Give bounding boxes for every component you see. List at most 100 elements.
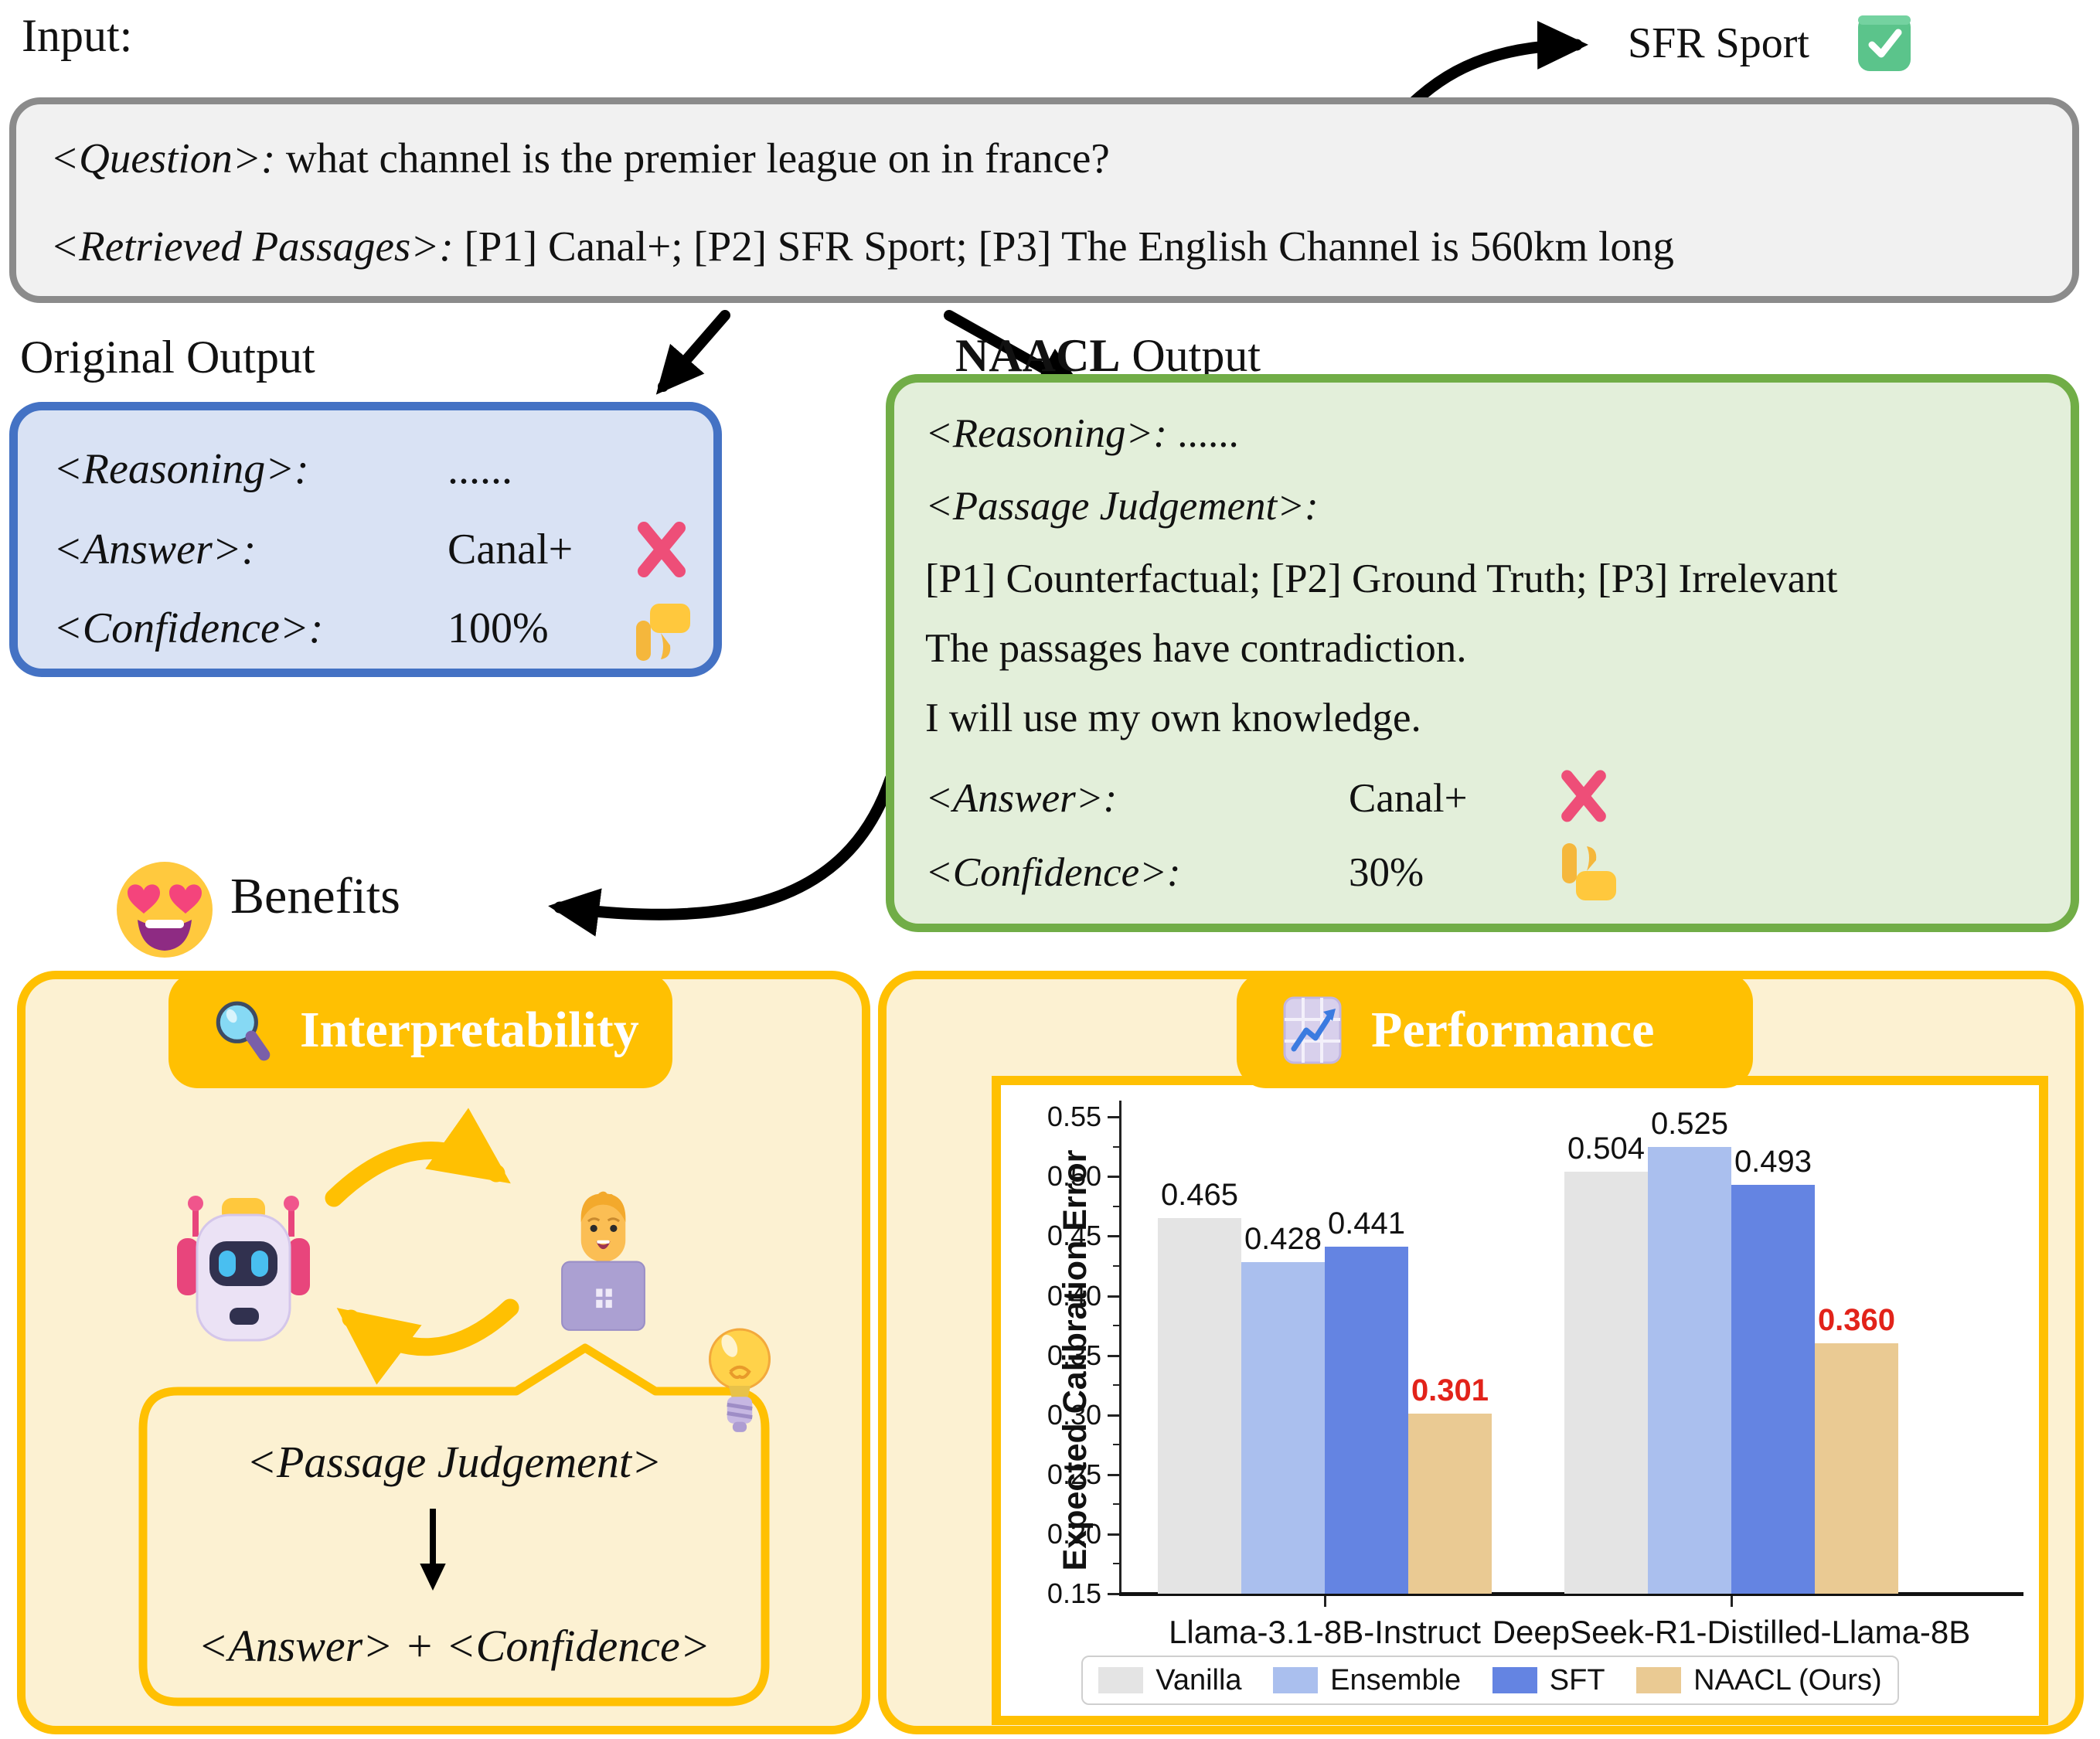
y-tick-label: 0.40: [1047, 1279, 1101, 1312]
benefits-label: Benefits: [230, 868, 400, 924]
answer-tag: <Answer>:: [53, 526, 257, 573]
question-line: <Question>: what channel is the premier …: [50, 134, 1110, 182]
chart-plot-area: 0.15 0.20 0.25 0.30 0.35 0.40 0.45 0.50 0.55 0.46…: [1001, 1085, 2039, 1716]
heart-eyes-emoji-icon: [117, 862, 213, 958]
bar-naacl-ours--0: [1408, 1414, 1492, 1594]
naacl-confidence-tag: <Confidence>:: [925, 850, 1181, 895]
y-tick-label: 0.25: [1047, 1458, 1101, 1490]
thumbs-down-icon: [636, 604, 690, 661]
passages-tag: <Retrieved Passages>:: [50, 223, 454, 270]
original-output-box: <Reasoning>: ...... <Answer>: Canal+ <Co…: [9, 402, 722, 677]
y-minor-tick-mark: [1113, 1325, 1119, 1327]
confidence-tag: <Confidence>:: [53, 604, 324, 652]
bar-vanilla-1: [1564, 1172, 1648, 1594]
y-minor-tick-mark: [1113, 1145, 1119, 1148]
y-minor-tick-mark: [1113, 1503, 1119, 1506]
bar-sft-1: [1731, 1185, 1815, 1594]
bar-value-label: 0.441: [1327, 1206, 1406, 1241]
legend-swatch: [1098, 1667, 1144, 1693]
technologist-icon: [561, 1191, 645, 1331]
naacl-answer-tag: <Answer>:: [925, 776, 1118, 821]
naacl-judgement-line2: The passages have contradiction.: [925, 626, 1467, 671]
naacl-output-box: <Reasoning>: ...... <Passage Judgement>:…: [886, 374, 2079, 932]
question-text: what channel is the premier league on in…: [275, 134, 1110, 182]
naacl-confidence-value: 30%: [1349, 850, 1424, 895]
cross-mark-icon: [638, 522, 686, 577]
x-category-label: Llama-3.1-8B-Instruct: [1169, 1614, 1481, 1650]
passages-line: <Retrieved Passages>: [P1] Canal+; [P2] …: [50, 222, 1674, 271]
legend-item: Ensemble: [1273, 1664, 1461, 1697]
input-label: Input:: [22, 10, 133, 61]
check-mark-icon: [1858, 15, 1911, 71]
y-tick-label: 0.45: [1047, 1220, 1101, 1252]
y-axis-spine: [1119, 1101, 1121, 1595]
arrow-naacl-to-benefits: [548, 773, 897, 937]
y-tick-label: 0.35: [1047, 1339, 1101, 1371]
interpretability-title: Interpretability: [300, 1002, 639, 1058]
y-tick-label: 0.20: [1047, 1517, 1101, 1550]
bar-value-label: 0.525: [1650, 1106, 1729, 1141]
legend-item: Vanilla: [1098, 1663, 1242, 1697]
bar-value-label: 0.360: [1817, 1303, 1896, 1338]
magnifier-icon: [216, 1001, 271, 1061]
bar-value-label: 0.301: [1411, 1373, 1489, 1408]
y-tick-label: 0.15: [1047, 1577, 1101, 1609]
bubble-judgement-text: <Passage Judgement>: [246, 1437, 662, 1487]
original-output-title: Original Output: [20, 332, 315, 383]
naacl-judgement-line3: I will use my own knowledge.: [925, 696, 1421, 740]
legend-label: NAACL (Ours): [1693, 1663, 1882, 1696]
y-tick-label: 0.30: [1047, 1398, 1101, 1431]
y-minor-tick-mark: [1113, 1384, 1119, 1387]
naacl-reasoning-line: <Reasoning>: ......: [925, 410, 1239, 457]
bubble-answer-confidence-text: <Answer> + <Confidence>: [198, 1621, 710, 1671]
y-minor-tick-mark: [1113, 1444, 1119, 1446]
y-tick-mark: [1108, 1235, 1119, 1238]
bar-naacl-ours--1: [1815, 1343, 1898, 1594]
naacl-judgement-line1: [P1] Counterfactual; [P2] Ground Truth; …: [925, 556, 1838, 601]
bar-vanilla-0: [1158, 1218, 1241, 1594]
naacl-judgement-tag: <Passage Judgement>:: [925, 484, 1319, 529]
x-tick-mark: [1324, 1596, 1326, 1607]
reasoning-value: ......: [448, 445, 512, 493]
y-minor-tick-mark: [1113, 1264, 1119, 1267]
bar-value-label: 0.465: [1160, 1178, 1239, 1213]
y-tick-mark: [1108, 1116, 1119, 1119]
legend-swatch: [1492, 1667, 1537, 1693]
y-tick-mark: [1108, 1414, 1119, 1417]
bar-ensemble-0: [1241, 1262, 1325, 1594]
bar-value-label: 0.504: [1567, 1132, 1646, 1166]
legend-item: NAACL (Ours): [1636, 1664, 1882, 1697]
reasoning-tag: <Reasoning>:: [53, 445, 309, 493]
legend-label: Ensemble: [1330, 1663, 1462, 1696]
question-tag: <Question>:: [50, 134, 276, 182]
x-category-label: DeepSeek-R1-Distilled-Llama-8B: [1492, 1614, 1971, 1650]
x-tick-mark: [1731, 1596, 1733, 1607]
robot-icon: [177, 1196, 310, 1342]
naacl-answer-value: Canal+: [1349, 776, 1468, 821]
correct-answer-callout: SFR Sport: [1628, 19, 1809, 67]
passages-text: [P1] Canal+; [P2] SFR Sport; [P3] The En…: [453, 223, 1674, 270]
input-box: <Question>: what channel is the premier …: [9, 97, 2079, 303]
ece-bar-chart: Expected Calibration Error 0.15 0.20 0.25 0…: [992, 1076, 2048, 1725]
legend-swatch: [1636, 1667, 1682, 1693]
chart-legend: Vanilla Ensemble SFT NAACL (Ours): [1081, 1656, 1899, 1705]
y-minor-tick-mark: [1113, 1563, 1119, 1565]
bar-sft-0: [1325, 1247, 1408, 1594]
naacl-title-rest: Output: [1120, 330, 1261, 381]
thumbs-up-icon: [1562, 843, 1616, 900]
y-tick-mark: [1108, 1176, 1119, 1179]
y-tick-mark: [1108, 1295, 1119, 1298]
interpretability-badge: Interpretability: [168, 972, 672, 1088]
y-tick-label: 0.50: [1047, 1160, 1101, 1193]
answer-value: Canal+: [448, 526, 574, 573]
y-tick-mark: [1108, 1473, 1119, 1476]
legend-item: SFT: [1492, 1664, 1605, 1697]
y-tick-mark: [1108, 1354, 1119, 1357]
cross-mark-icon: [1561, 770, 1606, 822]
arrow-input-to-original: [655, 310, 730, 395]
bar-ensemble-1: [1648, 1146, 1731, 1594]
naacl-reasoning-tag: <Reasoning>:: [925, 411, 1167, 456]
y-minor-tick-mark: [1113, 1205, 1119, 1207]
legend-label: Vanilla: [1156, 1663, 1242, 1696]
